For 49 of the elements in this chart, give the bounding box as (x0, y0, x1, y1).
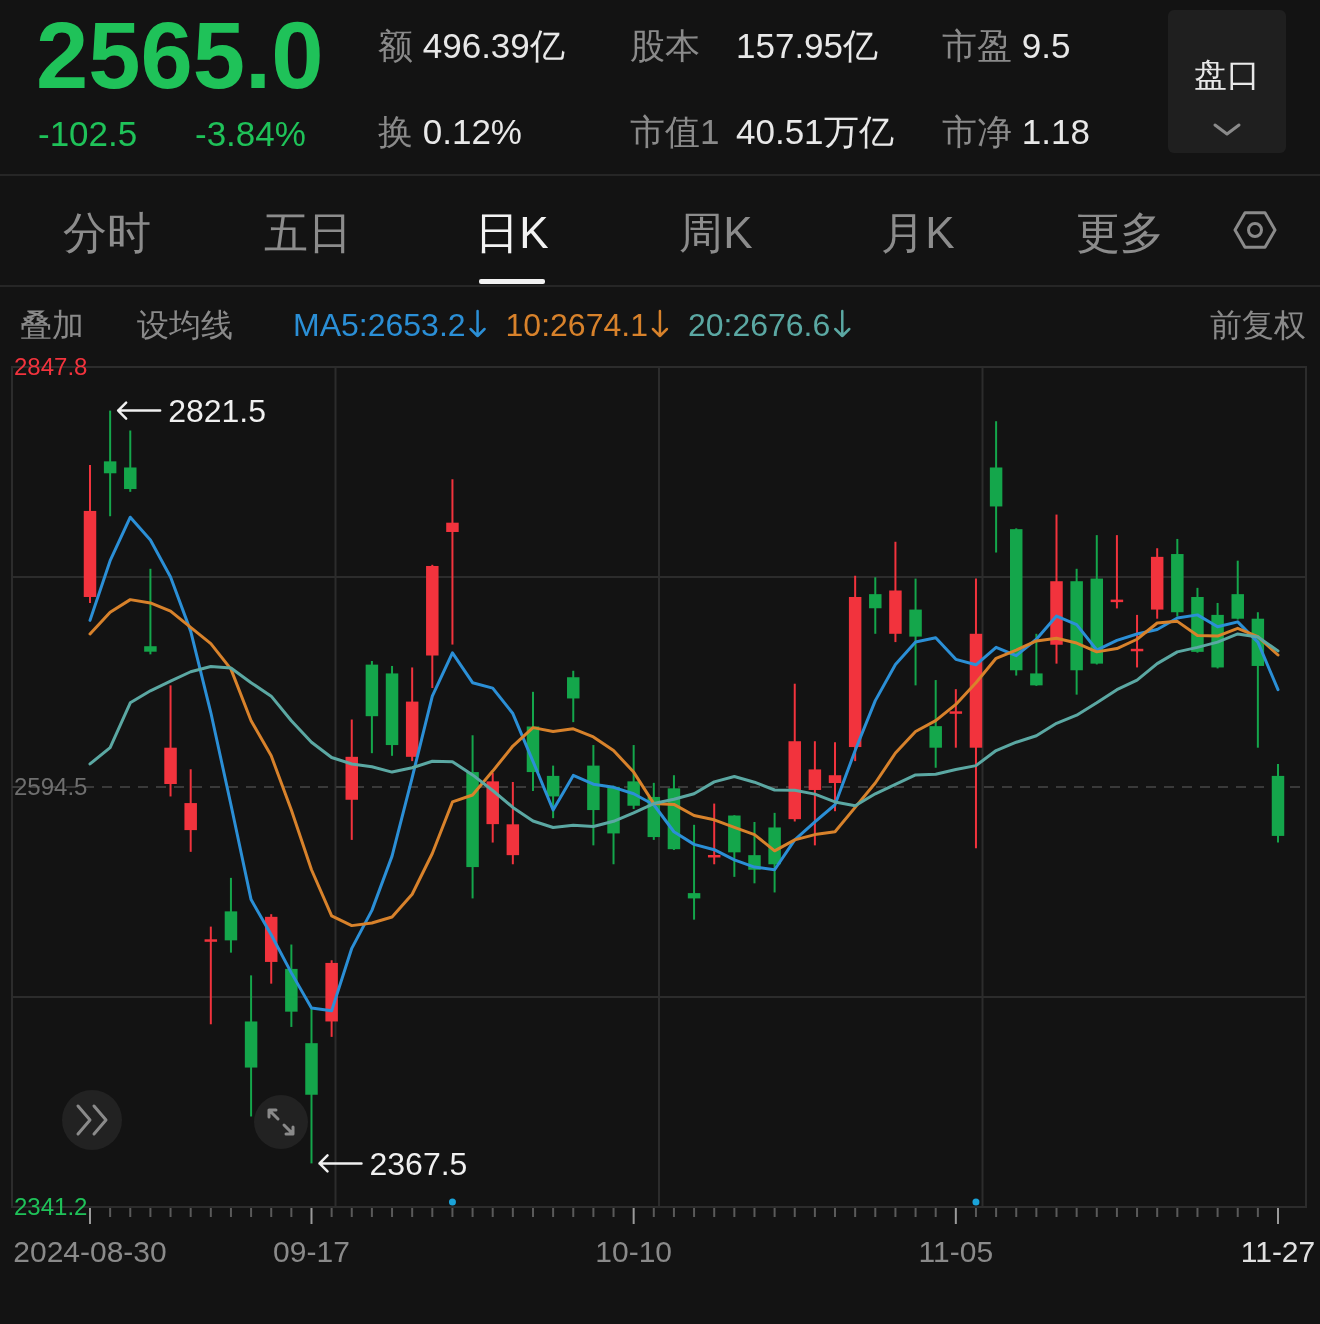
text: 五日 (264, 208, 352, 257)
legend-label: MA5:2653.2 (293, 307, 466, 343)
text: 前复权 (1210, 307, 1306, 343)
text: 市值1 40.51万亿 (630, 112, 894, 151)
candlestick (124, 429, 137, 493)
candlestick (687, 823, 701, 921)
candlestick (808, 740, 822, 847)
candlestick (1030, 632, 1043, 687)
line-series (88, 598, 1280, 928)
y-tick-label: 2594.5 (14, 773, 88, 801)
candlestick (567, 669, 580, 724)
candlestick (828, 741, 842, 813)
text: 市净 1.18 (942, 112, 1090, 151)
candlestick (929, 679, 942, 769)
text: 换 0.12% (378, 112, 522, 151)
text: 日K (475, 208, 549, 257)
candlestick (103, 409, 117, 518)
text: 设均线 (137, 307, 233, 343)
line-series (88, 515, 1280, 1013)
legend-label: 20:2676.6 (687, 307, 831, 343)
x-tick-label: 10-10 (595, 1235, 673, 1268)
candlestick (949, 688, 963, 749)
annotation: 2367.5 (369, 1145, 468, 1182)
text: 盘口 (1194, 56, 1260, 93)
y-tick-label: 2847.8 (14, 353, 88, 381)
text: 额 496.39亿 (378, 26, 565, 65)
x-tick-label: 2024-08-30 (13, 1235, 167, 1268)
candlestick (546, 764, 560, 820)
x-tick-label: 11-05 (918, 1235, 994, 1268)
text: 周K (679, 208, 753, 257)
legend-label: 10:2674.1 (505, 307, 648, 343)
text: 月K (881, 208, 955, 257)
text: 2565.0 (36, 3, 324, 108)
text: 更多 (1076, 208, 1164, 257)
x-tick-label: 09-17 (273, 1235, 350, 1268)
line-series (88, 632, 1280, 829)
x-tick-label: 11-27 (1240, 1235, 1316, 1268)
text: -3.84% (195, 114, 306, 153)
y-tick-label: 2341.2 (14, 1193, 88, 1221)
text: 叠加 (20, 307, 84, 343)
text: 市盈 9.5 (942, 26, 1071, 65)
candlestick (204, 925, 218, 1026)
text: 分时 (63, 208, 151, 257)
candlestick (446, 478, 459, 646)
text: 股本 157.95亿 (630, 26, 879, 65)
text: -102.5 (38, 114, 138, 153)
candlestick (144, 567, 157, 656)
annotation: 2821.5 (168, 392, 267, 429)
candlestick (869, 576, 882, 635)
